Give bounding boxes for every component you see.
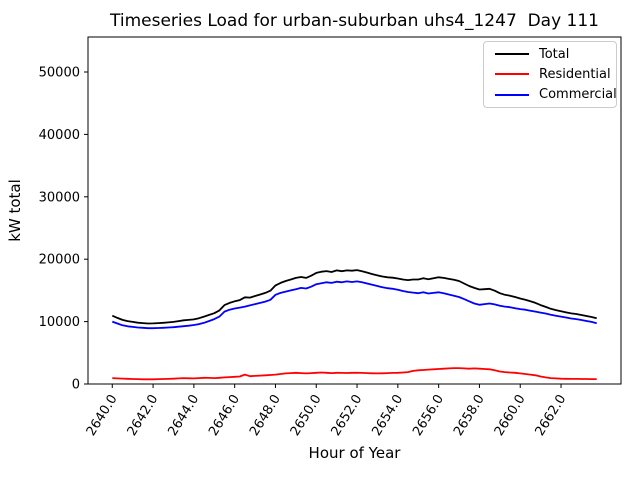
y-tick-label: 30000 — [39, 190, 80, 205]
legend: Total Residential Commercial — [483, 41, 617, 108]
legend-item-commercial: Commercial — [484, 87, 617, 103]
x-axis-label: Hour of Year — [308, 444, 401, 462]
legend-line-swatch — [495, 53, 529, 56]
y-tick-label: 20000 — [39, 253, 80, 268]
x-tick-label: 2654.0 — [369, 392, 406, 439]
y-tick-label: 50000 — [39, 66, 80, 81]
y-tick-label: 0 — [72, 378, 80, 393]
legend-item-total: Total — [484, 48, 616, 61]
legend-line-swatch — [495, 73, 529, 76]
x-tick-label: 2650.0 — [288, 392, 325, 439]
plot-frame — [87, 36, 622, 385]
legend-label: Commercial — [539, 87, 617, 103]
x-tick-label: 2646.0 — [206, 392, 243, 439]
legend-item-residential: Residential — [484, 68, 616, 81]
legend-label: Total — [539, 46, 570, 62]
x-tick-label: 2644.0 — [165, 392, 202, 439]
y-tick-label: 40000 — [39, 128, 80, 143]
y-axis-label: kW total — [6, 179, 24, 242]
chart-title: Timeseries Load for urban-suburban uhs4_… — [110, 11, 599, 31]
series-residential — [112, 367, 597, 381]
series-total — [111, 269, 597, 325]
x-tick-label: 2652.0 — [329, 392, 366, 439]
x-tick-label: 2640.0 — [84, 392, 121, 439]
y-tick-label: 10000 — [39, 315, 80, 330]
x-tick-label: 2648.0 — [247, 392, 284, 439]
legend-line-swatch — [495, 93, 529, 96]
series-commercial — [111, 280, 597, 330]
legend-label: Residential — [539, 66, 611, 82]
x-tick-label: 2658.0 — [451, 392, 488, 439]
x-tick-label: 2642.0 — [125, 392, 162, 439]
x-tick-label: 2662.0 — [533, 392, 570, 439]
x-tick-label: 2660.0 — [492, 392, 529, 439]
x-tick-label: 2656.0 — [410, 392, 447, 439]
